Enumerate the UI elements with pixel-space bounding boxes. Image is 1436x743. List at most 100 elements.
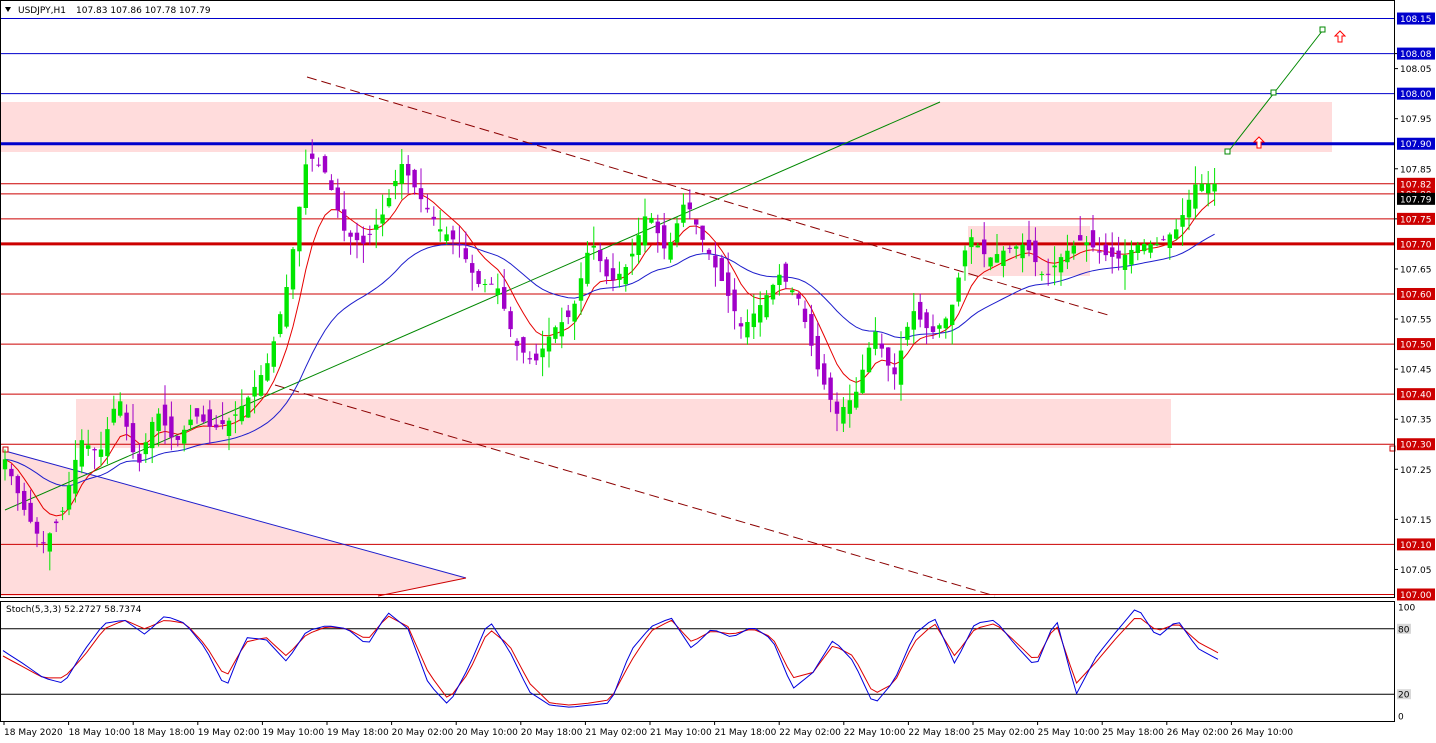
stoch-signal-line [2, 615, 1219, 706]
candle-bear [1161, 239, 1166, 241]
candle-bear [124, 412, 129, 427]
candle-bull [246, 397, 251, 418]
price-tick-label: 107.35 [1400, 416, 1432, 426]
candle-bull [1212, 183, 1217, 192]
candle-bull [649, 217, 654, 223]
level-tag-red: 107.00 [1400, 591, 1432, 601]
collapse-triangle-icon [5, 7, 11, 12]
candle-bull [873, 331, 878, 349]
candle-bull [265, 363, 270, 381]
time-tick-label: 20 May 02:00 [392, 728, 454, 738]
candle-bear [1103, 244, 1108, 256]
stoch-level-label: 80 [1398, 625, 1410, 635]
candle-bear [470, 263, 475, 273]
candle-bull [233, 414, 238, 416]
level-tag-red: 107.70 [1400, 240, 1432, 250]
stoch-main-line [2, 609, 1219, 708]
candle-bear [201, 414, 206, 422]
price-tick-label: 107.65 [1400, 265, 1432, 275]
candle-bear [924, 312, 929, 329]
candle-bear [713, 255, 718, 268]
candle-bear [342, 209, 347, 231]
candle-bull [681, 204, 686, 223]
level-tag-red: 107.75 [1400, 215, 1432, 225]
stoch-level-box [1397, 689, 1411, 700]
projection-point [1319, 26, 1326, 33]
candle-bull [60, 510, 65, 512]
candle-bear [489, 283, 494, 285]
candle-bear [1110, 247, 1115, 257]
candle-bear [329, 180, 334, 191]
candle-bear [802, 308, 808, 323]
candle-bull [1052, 265, 1057, 268]
candle-bear [732, 289, 737, 312]
candle-bull [572, 303, 577, 322]
level-tag-red-bg [1397, 388, 1435, 401]
time-tick-label: 18 May 10:00 [69, 728, 131, 738]
level-tag-blue-bg [1397, 137, 1435, 150]
candle-bull [1174, 229, 1179, 239]
symbol-timeframe: USDJPY,H1 [18, 6, 66, 16]
price-tick-label: 107.25 [1400, 466, 1432, 476]
candle-bear [662, 225, 667, 249]
triangle-edge [377, 577, 467, 597]
candle-bear [425, 207, 430, 210]
candle-bear [1078, 235, 1083, 241]
candle-bear [521, 337, 526, 353]
candle-bear [354, 232, 360, 241]
candle-bull [559, 322, 564, 337]
stoch-level-box [1397, 623, 1411, 634]
level-tag-red: 107.50 [1400, 341, 1432, 351]
candle-bear [809, 314, 814, 346]
candle-bear [1090, 230, 1096, 248]
candle-bear [130, 423, 136, 453]
level-tag-red-bg [1397, 237, 1435, 250]
level-tag-red: 107.60 [1400, 290, 1432, 300]
candle-bull [790, 290, 795, 293]
price-tick-label: 107.85 [1400, 165, 1432, 175]
candle-bull [182, 429, 187, 444]
level-tag-red: 107.30 [1400, 441, 1432, 451]
candle-bear [879, 343, 884, 349]
zone-triangle [0, 449, 466, 596]
stoch-header: Stoch(5,3,3) 52.2727 58.7374 [6, 605, 142, 615]
candle-bull [642, 216, 648, 246]
candle-bull [79, 440, 84, 467]
candle-bear [822, 363, 827, 385]
candle-bull [150, 421, 155, 449]
time-tick-label: 18 May 2020 [4, 728, 63, 738]
candle-bear [828, 377, 833, 400]
level-tag-red: 107.40 [1400, 391, 1432, 401]
candle-bull [1180, 215, 1185, 227]
stoch-lines [2, 609, 1219, 708]
candle-bull [854, 391, 859, 408]
candle-bull [591, 245, 596, 248]
candle-bear [220, 420, 225, 425]
candle-bear [22, 490, 27, 510]
level-tag-red-bg [1397, 338, 1435, 351]
candle-bear [335, 187, 340, 211]
level-tag-red-bg [1397, 538, 1435, 551]
time-tick-label: 19 May 18:00 [327, 728, 389, 738]
candle-bear [348, 232, 353, 237]
time-tick-label: 22 May 10:00 [844, 728, 906, 738]
time-tick-label: 26 May 10:00 [1231, 728, 1293, 738]
candle-bear [1033, 240, 1038, 263]
candle-bear [783, 263, 788, 282]
trendline-dashed-lower [274, 384, 996, 597]
candle-bull [438, 229, 443, 232]
candle-bear [214, 424, 219, 428]
candle-bull [143, 442, 148, 455]
time-tick-label: 26 May 02:00 [1167, 728, 1229, 738]
time-tick-label: 19 May 10:00 [262, 728, 324, 738]
price-tick-label: 107.95 [1400, 115, 1432, 125]
level-tag-blue: 108.15 [1400, 15, 1432, 25]
level-tag-blue-bg [1397, 87, 1435, 100]
time-tick-label: 25 May 02:00 [973, 728, 1035, 738]
level-tag-blue-bg [1397, 47, 1435, 60]
level-tag-blue: 107.90 [1400, 140, 1432, 150]
candle-bear [604, 259, 609, 277]
candle-bull [111, 408, 116, 423]
candle-bull [252, 386, 257, 397]
